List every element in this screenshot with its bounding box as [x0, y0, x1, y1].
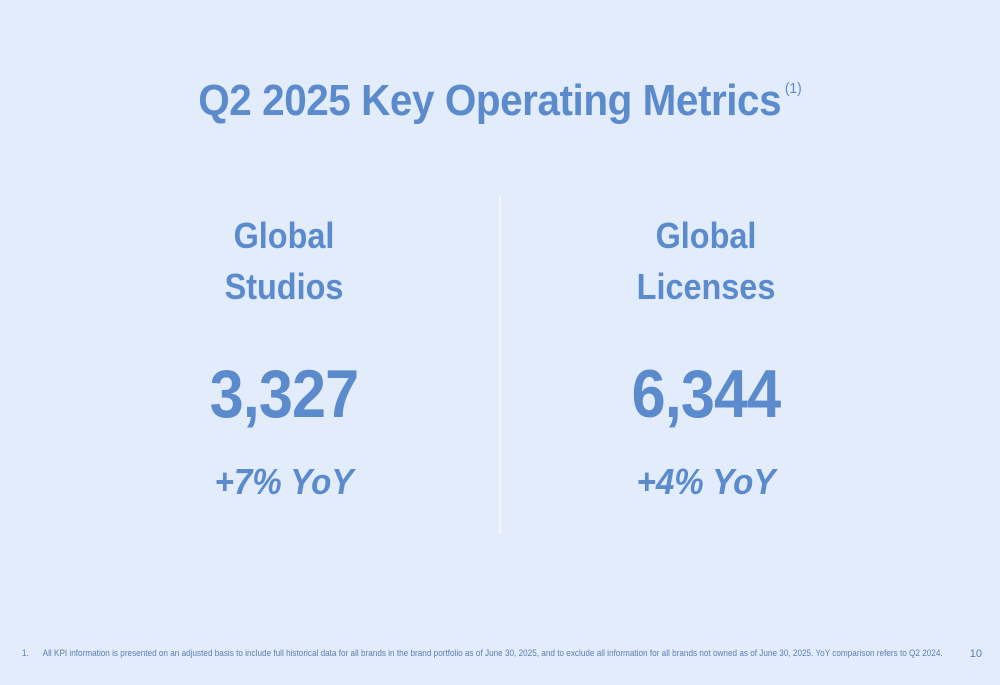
- page-title-text: Q2 2025 Key Operating Metrics: [198, 76, 782, 125]
- column-divider: [499, 196, 501, 534]
- metric-change: +7% YoY: [214, 461, 354, 502]
- page-title: Q2 2025 Key Operating Metrics (1): [40, 76, 960, 126]
- footnote-number: 1.: [22, 648, 29, 659]
- metric-label-line1: Global: [233, 215, 335, 256]
- metric-global-licenses: Global Licenses 6,344 +4% YoY: [496, 210, 916, 502]
- metric-value: 3,327: [209, 356, 360, 432]
- metric-label: Global Studios: [95, 210, 473, 312]
- footnote-reference: (1): [784, 80, 802, 97]
- metric-label-line1: Global: [655, 215, 757, 256]
- metric-change: +4% YoY: [636, 461, 776, 502]
- metric-value: 6,344: [631, 356, 782, 432]
- page-number: 10: [969, 648, 982, 660]
- metric-global-studios: Global Studios 3,327 +7% YoY: [74, 210, 494, 502]
- footnote-text: All KPI information is presented on an a…: [42, 648, 943, 659]
- metric-label-line2: Licenses: [636, 266, 776, 307]
- metric-label: Global Licenses: [517, 210, 895, 312]
- metric-label-line2: Studios: [224, 266, 344, 307]
- footnote: 1. All KPI information is presented on an…: [22, 648, 943, 659]
